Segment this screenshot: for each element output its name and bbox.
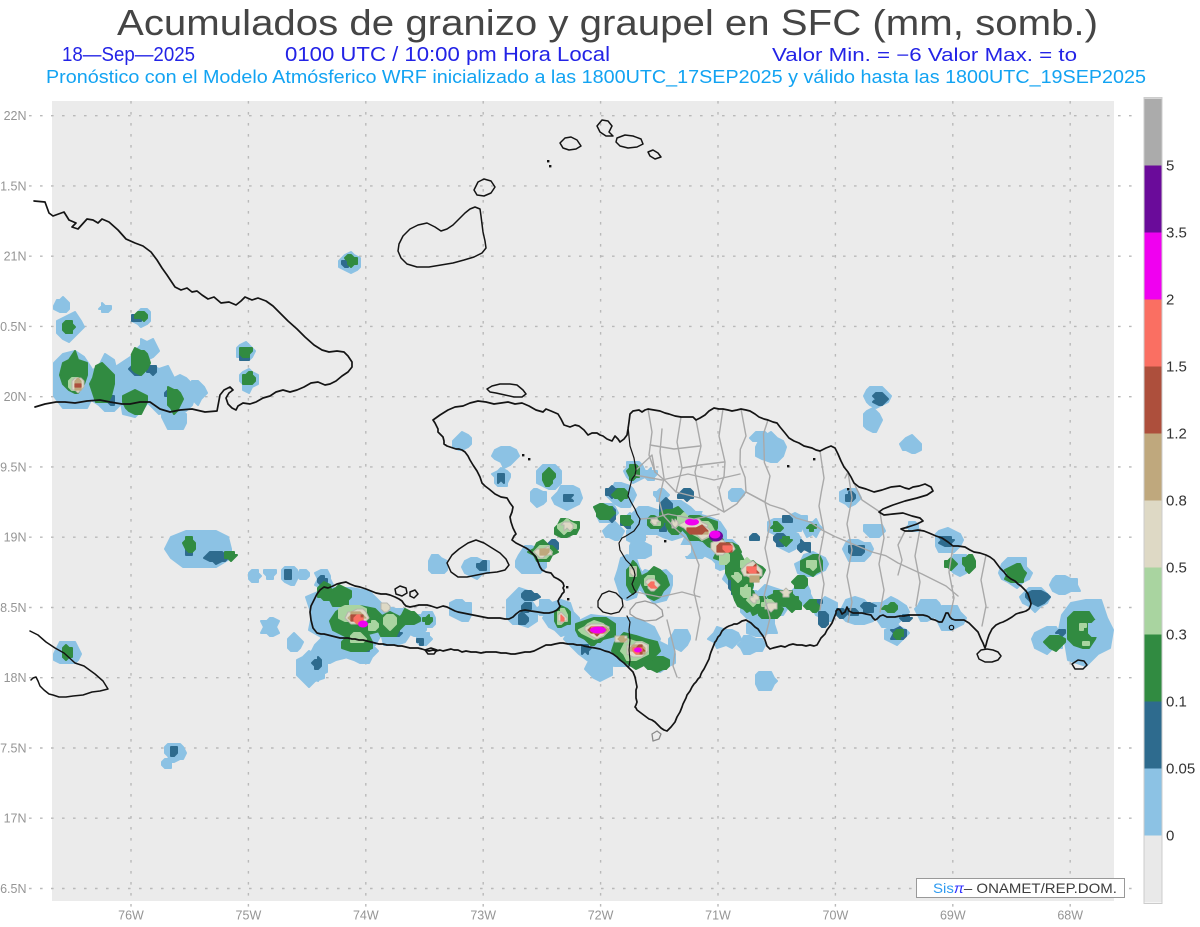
svg-text:8.5N: 8.5N [0, 601, 26, 615]
svg-text:1.5: 1.5 [1166, 359, 1187, 376]
svg-text:69W: 69W [940, 909, 966, 923]
svg-text:74W: 74W [353, 909, 379, 923]
svg-text:0.05: 0.05 [1166, 761, 1195, 778]
svg-text:75W: 75W [236, 909, 262, 923]
svg-text:2: 2 [1166, 292, 1174, 309]
svg-text:1.5N: 1.5N [0, 179, 26, 193]
svg-text:0100 UTC / 10:00 pm Hora Local: 0100 UTC / 10:00 pm Hora Local [285, 44, 610, 66]
svg-text:Valor Min. = −6 Valor Max. =: Valor Min. = −6 Valor Max. = to [772, 45, 1077, 65]
svg-text:Pronóstico con el Modelo Atmós: Pronóstico con el Modelo Atmósferico WRF… [46, 67, 1146, 88]
svg-text:Sisπ– ONAMET/REP.DOM.: Sisπ– ONAMET/REP.DOM. [933, 880, 1117, 896]
svg-text:0.8: 0.8 [1166, 493, 1187, 510]
svg-text:68W: 68W [1057, 909, 1083, 923]
svg-text:5: 5 [1166, 158, 1174, 175]
svg-text:Acumulados de granizo y graupe: Acumulados de granizo y graupel en SFC (… [117, 2, 1098, 43]
svg-text:71W: 71W [705, 909, 731, 923]
svg-text:18—Sep—2025: 18—Sep—2025 [62, 44, 195, 66]
svg-text:21N: 21N [4, 250, 27, 264]
svg-text:73W: 73W [470, 909, 496, 923]
svg-text:17N: 17N [4, 812, 27, 826]
svg-text:1.2: 1.2 [1166, 426, 1187, 443]
svg-text:0.5: 0.5 [1166, 560, 1187, 577]
svg-text:0.5N: 0.5N [0, 320, 26, 334]
svg-text:19N: 19N [4, 531, 27, 545]
svg-text:3.5: 3.5 [1166, 225, 1187, 242]
svg-text:76W: 76W [118, 909, 144, 923]
svg-text:70W: 70W [823, 909, 849, 923]
svg-text:20N: 20N [4, 390, 27, 404]
svg-text:18N: 18N [4, 671, 27, 685]
svg-text:6.5N: 6.5N [0, 882, 26, 896]
svg-text:7.5N: 7.5N [0, 742, 26, 756]
svg-text:0: 0 [1166, 828, 1174, 845]
svg-text:22N: 22N [4, 109, 27, 123]
svg-text:9.5N: 9.5N [0, 460, 26, 474]
svg-text:0.1: 0.1 [1166, 694, 1187, 711]
svg-text:72W: 72W [588, 909, 614, 923]
svg-text:0.3: 0.3 [1166, 627, 1187, 644]
